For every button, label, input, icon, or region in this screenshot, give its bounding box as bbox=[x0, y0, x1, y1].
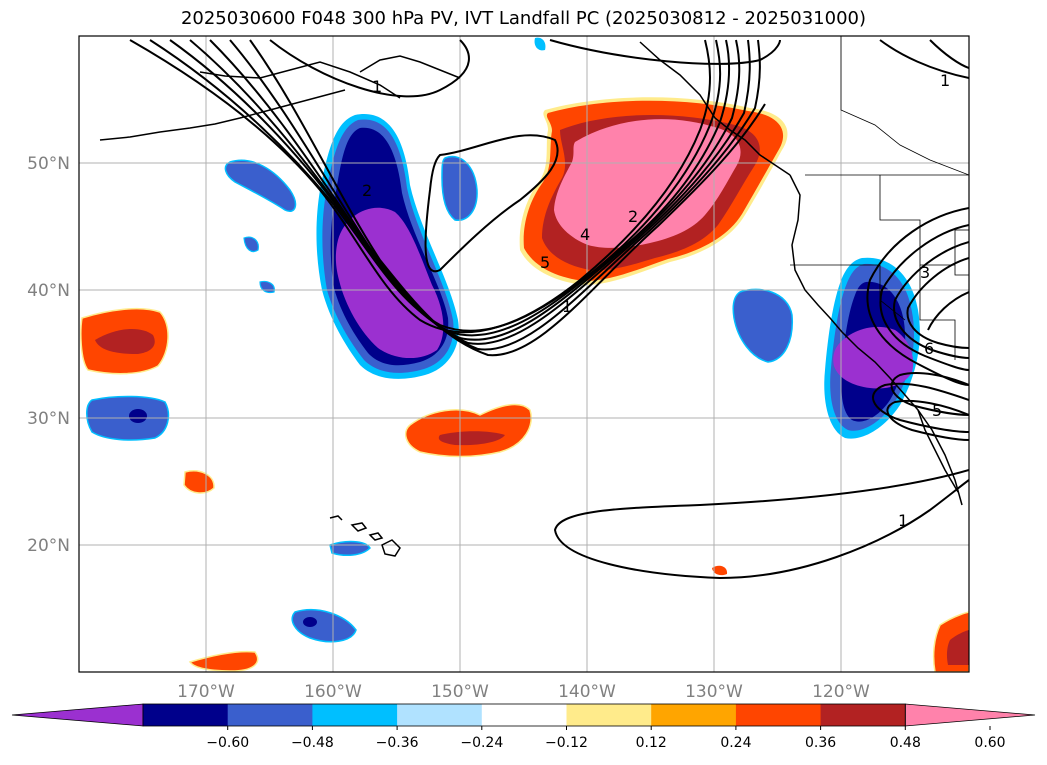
contour-label: 5 bbox=[932, 401, 942, 420]
map-frame bbox=[78, 35, 970, 673]
colorbar-segment bbox=[397, 704, 483, 726]
colorbar-tick-label: 0.12 bbox=[636, 735, 667, 751]
colorbar-segment bbox=[481, 704, 567, 726]
colorbar-tick-label: 0.48 bbox=[890, 735, 921, 751]
negative-anomaly-small-1 bbox=[243, 236, 259, 253]
colorbar-segment bbox=[227, 704, 313, 726]
lat-tick-label: 20°N bbox=[27, 536, 70, 556]
lon-tick-label: 140°W bbox=[558, 682, 616, 702]
positive-anomaly-west-core bbox=[95, 328, 155, 354]
negative-anomaly-offshore-ca bbox=[732, 288, 794, 363]
colorbar-tick-label: 0.24 bbox=[720, 735, 751, 751]
positive-anomaly-small-5 bbox=[188, 650, 259, 672]
lat-tick-label: 50°N bbox=[27, 154, 70, 174]
contour-label: 1 bbox=[562, 297, 572, 316]
colorbar-border bbox=[142, 703, 906, 727]
colorbar-tick-label: 0.60 bbox=[974, 735, 1005, 751]
contour-label: 1 bbox=[898, 511, 908, 530]
contour-label: 6 bbox=[924, 339, 934, 358]
colorbar: −0.60 −0.48 −0.36 −0.24 −0.12 0.12 0.24 0.36 0.4… bbox=[11, 703, 1036, 751]
contour-label: 1 bbox=[940, 71, 950, 90]
map-background bbox=[79, 36, 969, 672]
hawaii-islands bbox=[329, 515, 401, 557]
lon-tick-label: 150°W bbox=[431, 682, 489, 702]
coastlines bbox=[99, 41, 963, 506]
contour-label: 3 bbox=[920, 263, 930, 282]
colorbar-tick-label: −0.36 bbox=[376, 735, 419, 751]
lon-tick-label: 160°W bbox=[304, 682, 362, 702]
colorbar-tick-label: −0.60 bbox=[206, 735, 249, 751]
negative-anomaly-west-core bbox=[129, 409, 147, 423]
positive-anomaly-small-4 bbox=[183, 470, 215, 494]
colorbar-segment bbox=[566, 704, 652, 726]
map-title: 2025030600 F048 300 hPa PV, IVT Landfall… bbox=[180, 8, 867, 29]
map-content: 1 2 1 5 4 2 1 3 6 5 1 bbox=[79, 36, 969, 672]
colorbar-extension-low bbox=[11, 703, 144, 727]
colorbar-tick-label: 0.36 bbox=[805, 735, 836, 751]
colorbar-segment bbox=[735, 704, 822, 726]
colorbar-segment bbox=[143, 704, 229, 726]
lon-tick-label: 120°W bbox=[812, 682, 870, 702]
colorbar-segment bbox=[312, 704, 398, 726]
lon-tick-label: 130°W bbox=[685, 682, 743, 702]
contour-label: 1 bbox=[372, 77, 382, 96]
positive-anomaly-subtropical-core bbox=[438, 431, 505, 446]
contour-label: 2 bbox=[628, 207, 638, 226]
colorbar-segment bbox=[651, 704, 737, 726]
contour-label: 5 bbox=[540, 253, 550, 272]
gridlines bbox=[79, 36, 969, 672]
negative-anomaly-small-3 bbox=[534, 37, 546, 51]
lon-tick-label: 170°W bbox=[177, 682, 235, 702]
pc-contours bbox=[129, 39, 969, 580]
lat-tick-label: 30°N bbox=[27, 409, 70, 429]
positive-anomaly-southeast-core bbox=[946, 630, 969, 665]
contour-label: 2 bbox=[362, 181, 372, 200]
negative-anomaly-south-1-core bbox=[303, 617, 317, 627]
positive-anomaly-small-6 bbox=[712, 565, 728, 576]
negative-anomaly-midlat-1 bbox=[224, 159, 297, 212]
lat-tick-label: 40°N bbox=[27, 281, 70, 301]
colorbar-tick-label: −0.48 bbox=[291, 735, 334, 751]
colorbar-segment bbox=[820, 704, 906, 726]
colorbar-tick-label: −0.24 bbox=[460, 735, 503, 751]
contour-label: 4 bbox=[580, 225, 590, 244]
colorbar-extension-high bbox=[904, 703, 1036, 727]
colorbar-tick-label: −0.12 bbox=[545, 735, 588, 751]
